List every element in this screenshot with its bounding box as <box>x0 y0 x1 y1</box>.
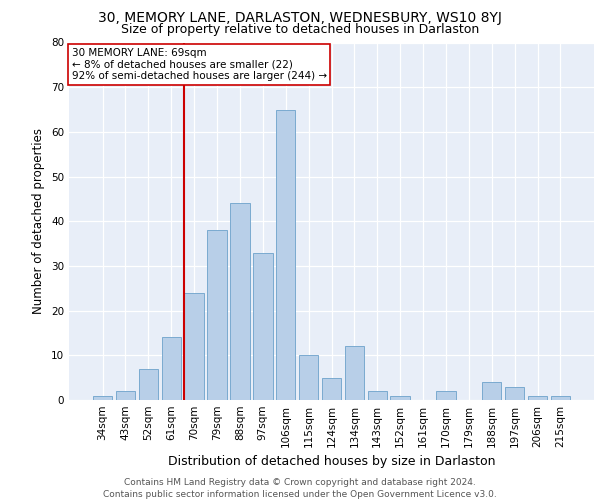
Bar <box>528 396 547 400</box>
Bar <box>230 204 250 400</box>
X-axis label: Distribution of detached houses by size in Darlaston: Distribution of detached houses by size … <box>168 456 495 468</box>
Bar <box>344 346 364 400</box>
Bar <box>184 292 204 400</box>
Y-axis label: Number of detached properties: Number of detached properties <box>32 128 46 314</box>
Bar <box>161 338 181 400</box>
Text: Contains HM Land Registry data © Crown copyright and database right 2024.
Contai: Contains HM Land Registry data © Crown c… <box>103 478 497 499</box>
Bar <box>436 391 455 400</box>
Bar <box>551 396 570 400</box>
Text: Size of property relative to detached houses in Darlaston: Size of property relative to detached ho… <box>121 22 479 36</box>
Bar <box>391 396 410 400</box>
Bar <box>253 252 272 400</box>
Bar <box>482 382 502 400</box>
Bar <box>116 391 135 400</box>
Bar <box>299 356 319 400</box>
Bar <box>368 391 387 400</box>
Text: 30, MEMORY LANE, DARLASTON, WEDNESBURY, WS10 8YJ: 30, MEMORY LANE, DARLASTON, WEDNESBURY, … <box>98 11 502 25</box>
Bar <box>208 230 227 400</box>
Bar <box>93 396 112 400</box>
Bar <box>505 386 524 400</box>
Bar <box>276 110 295 400</box>
Text: 30 MEMORY LANE: 69sqm
← 8% of detached houses are smaller (22)
92% of semi-detac: 30 MEMORY LANE: 69sqm ← 8% of detached h… <box>71 48 327 81</box>
Bar <box>139 368 158 400</box>
Bar <box>322 378 341 400</box>
